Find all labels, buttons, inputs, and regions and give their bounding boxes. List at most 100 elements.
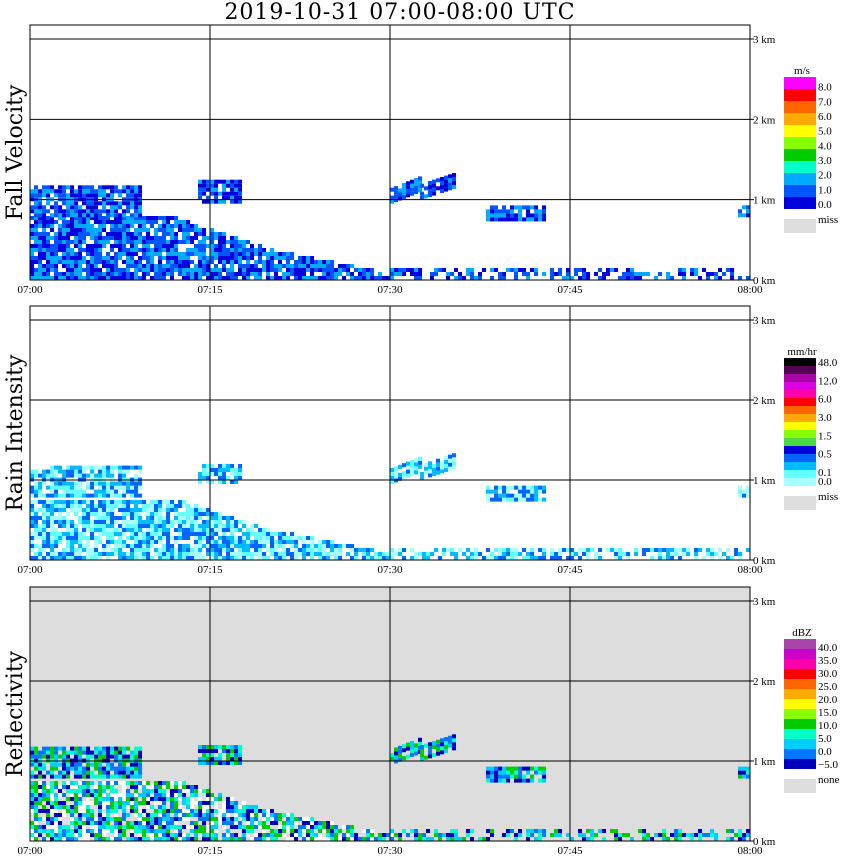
colorbar-label: 0.0 — [818, 746, 832, 758]
colorbar-label: 40.0 — [818, 642, 838, 654]
colorbar-swatch — [784, 669, 816, 679]
colorbar-missing-swatch — [784, 779, 816, 793]
y-tick-label: 2 km — [753, 114, 776, 126]
colorbar-label: 0.0 — [818, 199, 832, 211]
colorbar-swatch — [784, 197, 816, 209]
y-tick-label: 3 km — [753, 596, 776, 608]
x-tick-label: 08:00 — [737, 564, 763, 576]
colorbar-swatch — [784, 366, 816, 374]
colorbar-label: 3.0 — [818, 412, 832, 424]
y-tick-label: 0 km — [753, 836, 776, 848]
colorbar-swatch — [784, 422, 816, 430]
y-tick-label: 3 km — [753, 34, 776, 46]
colorbar-swatch — [784, 699, 816, 709]
colorbar-swatch — [784, 729, 816, 739]
panel-3: 07:00 07:15 07:30 07:45 08:000 km 1 km 2 km 3 k… — [3, 586, 840, 857]
x-tick-label: 07:30 — [377, 845, 403, 857]
y-tick-label: 2 km — [753, 676, 776, 688]
colorbar-swatch — [784, 749, 816, 759]
chart-title: 2019-10-31 07:00-08:00 UTC — [224, 0, 576, 25]
colorbar-missing-label: miss — [818, 491, 838, 503]
colorbar-swatch — [784, 101, 816, 113]
colorbar-missing-swatch — [784, 219, 816, 233]
colorbar-swatch — [784, 77, 816, 89]
colorbar-label: 48.0 — [818, 357, 838, 369]
colorbar-missing-label: miss — [818, 214, 838, 226]
colorbar-label: 1.5 — [818, 430, 832, 442]
colorbar-label: 20.0 — [818, 694, 838, 706]
colorbar-swatch — [784, 161, 816, 173]
colorbar-swatch — [784, 719, 816, 729]
colorbar-label: 1.0 — [818, 184, 832, 196]
colorbar-swatch — [784, 446, 816, 454]
colorbar: dBZ 40.035.030.025.020.015.010.05.00.0−5.… — [784, 627, 840, 793]
colorbar-swatch — [784, 358, 816, 366]
x-tick-label: 08:00 — [737, 284, 763, 296]
colorbar-label: 25.0 — [818, 681, 838, 693]
colorbar-label: 2.0 — [818, 170, 832, 182]
colorbar-swatch — [784, 462, 816, 470]
y-axis-label: Reflectivity — [3, 650, 28, 777]
panel-2: 07:00 07:15 07:30 07:45 08:000 km 1 km 2 km 3 k… — [3, 305, 838, 576]
y-axis-label: Rain Intensity — [3, 354, 28, 511]
colorbar-label: 4.0 — [818, 140, 832, 152]
colorbar-swatch — [784, 709, 816, 719]
x-tick-label: 08:00 — [737, 845, 763, 857]
colorbar-swatch — [784, 414, 816, 422]
colorbar-swatch — [784, 438, 816, 446]
colorbar-swatch — [784, 382, 816, 390]
x-tick-label: 07:00 — [17, 845, 43, 857]
colorbar-swatch — [784, 759, 816, 769]
colorbar-swatch — [784, 89, 816, 101]
colorbar-swatch — [784, 137, 816, 149]
x-tick-label: 07:45 — [557, 284, 583, 296]
echo-field — [30, 453, 750, 560]
y-tick-label: 0 km — [753, 555, 776, 567]
colorbar-swatch — [784, 679, 816, 689]
colorbar-missing-label: none — [818, 774, 840, 786]
y-tick-label: 1 km — [753, 195, 776, 207]
colorbar-swatch — [784, 689, 816, 699]
colorbar: m/s 8.0 7.0 6.0 5.0 4.0 3.0 2.0 1.0 0.0 miss — [784, 65, 838, 233]
x-tick-label: 07:15 — [197, 564, 223, 576]
echo-field — [30, 173, 750, 280]
colorbar-swatch — [784, 430, 816, 438]
y-tick-label: 3 km — [753, 315, 776, 327]
x-tick-label: 07:15 — [197, 284, 223, 296]
y-axis-label: Fall Velocity — [3, 84, 28, 220]
colorbar-label: 0.5 — [818, 449, 832, 461]
x-tick-label: 07:30 — [377, 564, 403, 576]
colorbar-swatch — [784, 374, 816, 382]
colorbar-swatch — [784, 478, 816, 486]
colorbar-label: 0.0 — [818, 476, 832, 488]
x-tick-label: 07:45 — [557, 564, 583, 576]
echo-field — [30, 734, 750, 841]
colorbar-label: 5.0 — [818, 126, 832, 138]
colorbar-label: 3.0 — [818, 155, 832, 167]
colorbar-swatch — [784, 470, 816, 478]
x-tick-label: 07:15 — [197, 845, 223, 857]
y-tick-label: 1 km — [753, 475, 776, 487]
colorbar-label: 10.0 — [818, 720, 838, 732]
plot-frame — [29, 24, 751, 281]
panel-1: 07:00 07:15 07:30 07:45 08:000 km 1 km 2 km 3 k… — [3, 24, 838, 296]
y-tick-label: 2 km — [753, 395, 776, 407]
colorbar-label: 8.0 — [818, 82, 832, 94]
colorbar-unit: dBZ — [792, 627, 812, 639]
colorbar-swatch — [784, 173, 816, 185]
colorbar-unit: mm/hr — [787, 346, 817, 358]
colorbar-swatch — [784, 639, 816, 649]
colorbar-swatch — [784, 125, 816, 137]
x-tick-label: 07:30 — [377, 284, 403, 296]
colorbar-label: 35.0 — [818, 655, 838, 667]
colorbar-swatch — [784, 649, 816, 659]
colorbar-unit: m/s — [794, 65, 810, 77]
y-tick-label: 1 km — [753, 756, 776, 768]
plot-frame — [29, 305, 751, 561]
colorbar-label: 7.0 — [818, 96, 832, 108]
colorbar-label: −5.0 — [818, 759, 838, 771]
colorbar-label: 15.0 — [818, 707, 838, 719]
colorbar-swatch — [784, 185, 816, 197]
colorbar-label: 5.0 — [818, 733, 832, 745]
